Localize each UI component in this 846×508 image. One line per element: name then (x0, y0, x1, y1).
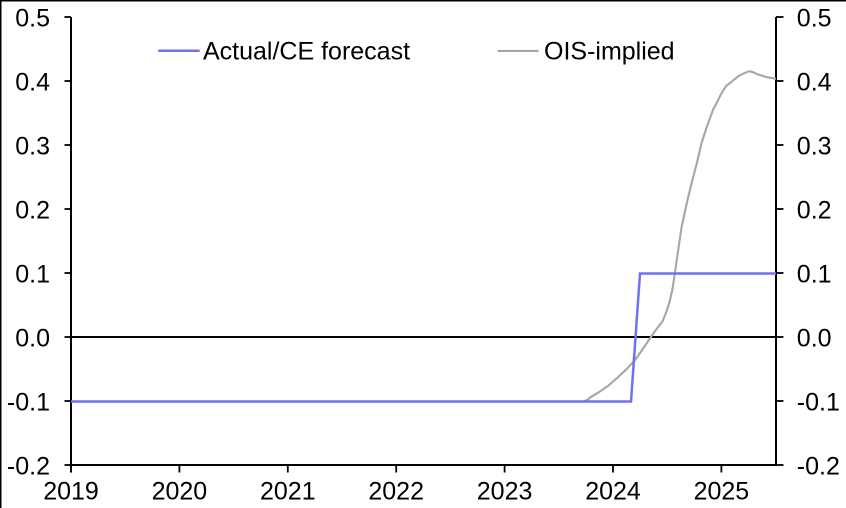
svg-text:-0.2: -0.2 (797, 453, 840, 481)
svg-text:2023: 2023 (477, 478, 533, 506)
svg-text:0.2: 0.2 (797, 197, 832, 225)
svg-text:0.0: 0.0 (15, 325, 50, 353)
svg-text:0.0: 0.0 (797, 325, 832, 353)
svg-text:2019: 2019 (43, 478, 99, 506)
svg-text:0.4: 0.4 (15, 69, 50, 97)
svg-text:0.5: 0.5 (797, 5, 832, 33)
svg-text:-0.1: -0.1 (7, 389, 50, 417)
svg-text:2025: 2025 (694, 478, 750, 506)
svg-text:-0.2: -0.2 (7, 453, 50, 481)
svg-text:OIS-implied: OIS-implied (544, 38, 675, 66)
svg-text:0.3: 0.3 (15, 133, 50, 161)
svg-text:0.3: 0.3 (797, 133, 832, 161)
svg-text:2021: 2021 (260, 478, 316, 506)
svg-text:Actual/CE forecast: Actual/CE forecast (203, 38, 410, 66)
svg-text:2022: 2022 (368, 478, 424, 506)
svg-text:0.1: 0.1 (797, 261, 832, 289)
svg-text:0.1: 0.1 (15, 261, 50, 289)
svg-text:2024: 2024 (585, 478, 641, 506)
svg-text:0.4: 0.4 (797, 69, 832, 97)
svg-text:0.2: 0.2 (15, 197, 50, 225)
svg-text:-0.1: -0.1 (797, 389, 840, 417)
svg-text:2020: 2020 (152, 478, 208, 506)
svg-text:0.5: 0.5 (15, 5, 50, 33)
